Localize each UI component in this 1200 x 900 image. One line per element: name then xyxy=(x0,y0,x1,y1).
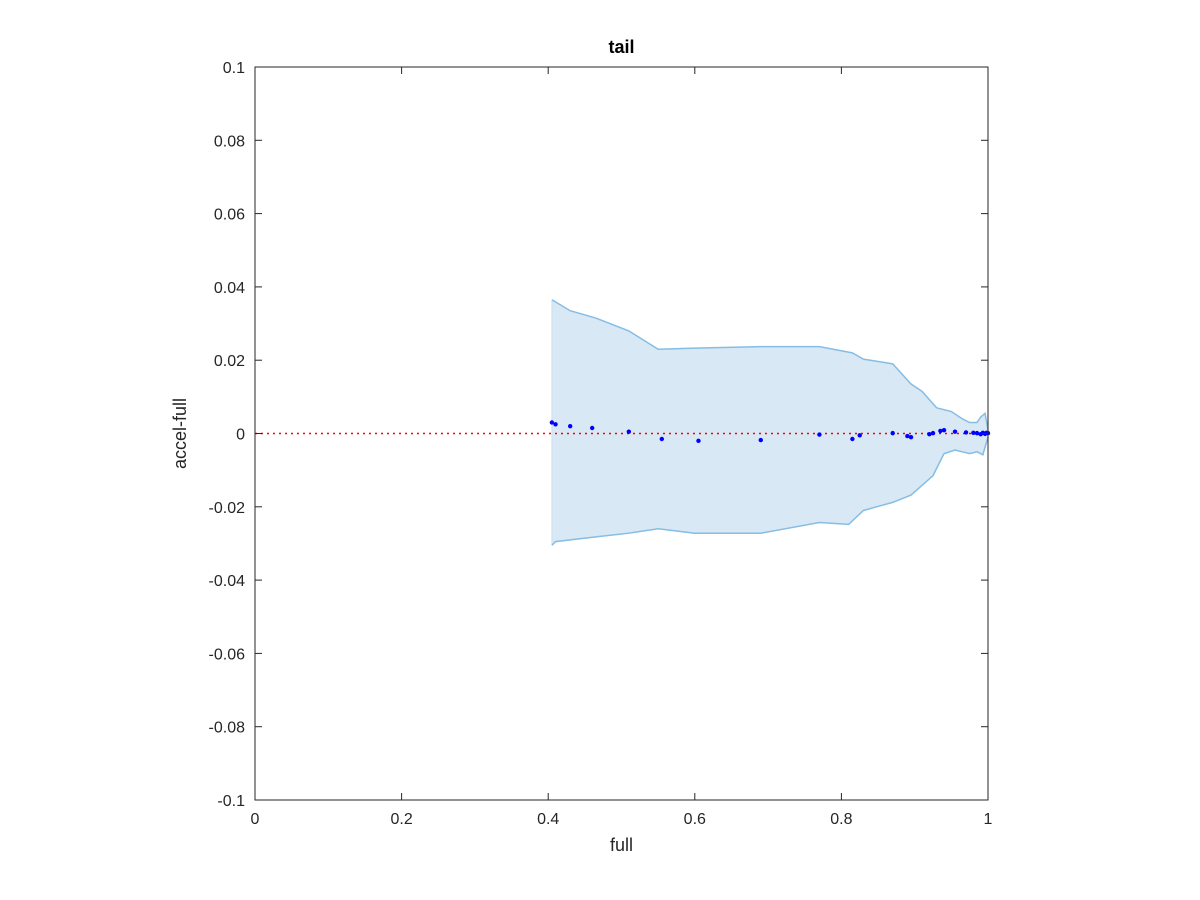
data-point xyxy=(567,423,573,429)
data-point xyxy=(659,436,665,442)
data-point xyxy=(890,430,895,436)
x-tick-label: 0.2 xyxy=(390,811,412,828)
confidence-band-fill xyxy=(551,299,988,546)
y-tick-label: 0.06 xyxy=(214,207,245,224)
confidence-band-lower xyxy=(551,436,989,546)
x-tick-label: 1 xyxy=(984,811,993,828)
y-tick-label: 0.08 xyxy=(214,133,245,150)
y-tick-label: -0.04 xyxy=(209,573,246,590)
data-point xyxy=(938,428,943,434)
data-point xyxy=(930,430,936,436)
data-point xyxy=(817,432,822,437)
data-point xyxy=(974,430,980,436)
data-point xyxy=(963,430,969,435)
y-tick-label: -0.02 xyxy=(209,500,246,517)
y-tick-label: 0.04 xyxy=(214,280,245,297)
data-point xyxy=(696,438,701,444)
y-tick-label: -0.06 xyxy=(209,646,246,663)
data-point xyxy=(626,429,632,434)
data-point xyxy=(857,433,862,438)
x-tick-label: 0.6 xyxy=(684,811,706,828)
data-point xyxy=(908,434,914,440)
x-tick-label: 0 xyxy=(251,811,260,828)
y-tick-label: -0.08 xyxy=(209,720,246,737)
data-point xyxy=(971,430,976,435)
data-point xyxy=(850,436,855,442)
data-point xyxy=(758,437,763,443)
data-point xyxy=(927,432,932,437)
x-axis-ticks: 0 0.2 0.4 0.6 0.8 1 xyxy=(251,67,993,828)
confidence-band-layer xyxy=(551,299,989,546)
y-axis-label: accel-full xyxy=(170,398,190,469)
y-tick-label: 0.02 xyxy=(214,353,245,370)
y-axis-ticks: 0.1 0.08 0.06 0.04 0.02 0 -0.02 -0.04 -0.06 -0.08… xyxy=(209,60,988,810)
x-tick-label: 0.4 xyxy=(537,811,559,828)
data-point xyxy=(549,420,555,425)
chart-title: tail xyxy=(608,37,634,57)
y-tick-label: 0 xyxy=(236,427,245,444)
x-axis-label: full xyxy=(610,835,633,855)
x-tick-label: 0.8 xyxy=(830,811,852,828)
data-point xyxy=(905,433,910,439)
confidence-band-upper xyxy=(551,299,989,430)
data-point xyxy=(589,425,595,431)
y-tick-label: 0.1 xyxy=(223,60,245,77)
y-tick-label: -0.1 xyxy=(217,793,245,810)
data-point xyxy=(952,429,958,434)
data-point xyxy=(553,422,558,427)
data-point xyxy=(941,428,947,433)
